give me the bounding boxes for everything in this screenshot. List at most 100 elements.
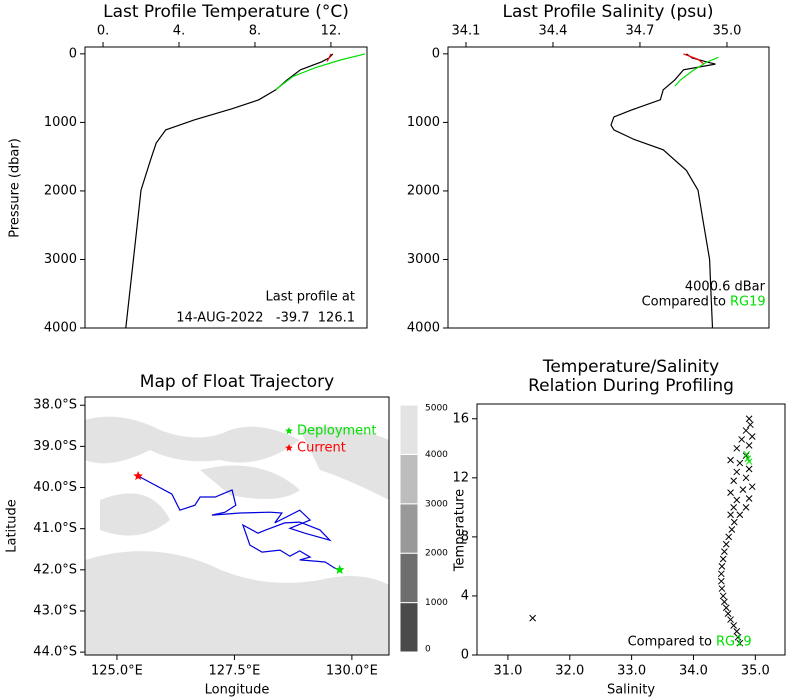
y-tick-label: 4000 — [407, 321, 440, 336]
y-tick-label: 1000 — [407, 115, 440, 130]
x-tick-label: 31.0 — [493, 664, 522, 679]
x-tick-label: 34.0 — [679, 664, 708, 679]
location-marker — [133, 471, 143, 480]
x-tick-label: 34.4 — [538, 24, 567, 39]
annotation: 14-AUG-2022 -39.7 126.1 — [176, 311, 355, 326]
scatter-point — [742, 427, 750, 434]
scatter-point — [745, 458, 753, 465]
legend-marker — [285, 444, 293, 452]
x-tick-label: 0. — [97, 24, 109, 39]
chart-title: Last Profile Temperature (°C) — [103, 2, 349, 22]
chart-title: Relation During Profiling — [528, 376, 734, 396]
scatter-point — [727, 489, 734, 496]
colorbar-segment — [399, 503, 419, 554]
y-tick-label: 0 — [461, 648, 469, 663]
colorbar-segment — [399, 602, 419, 653]
scatter-point — [743, 450, 751, 458]
scatter-point — [736, 459, 744, 467]
scatter-point — [748, 433, 756, 440]
bathymetry-shape — [200, 465, 300, 499]
scatter-point — [719, 592, 727, 600]
x-tick-label: 127.5°E — [208, 664, 260, 679]
bathymetry-shape — [85, 416, 300, 464]
scatter-point — [718, 585, 726, 592]
scatter-point — [736, 511, 744, 519]
chart-title: Temperature/Salinity — [542, 357, 719, 377]
plot-frame — [476, 403, 786, 656]
scatter-point — [734, 633, 742, 641]
legend-label: Deployment — [297, 424, 377, 439]
location-marker — [334, 564, 345, 574]
y-tick-label: 8 — [461, 529, 469, 544]
x-tick-label: 4. — [173, 24, 185, 39]
annotation: Compared to — [628, 635, 712, 650]
scatter-point — [718, 563, 726, 570]
y-tick-label: 4000 — [44, 321, 77, 336]
colorbar-label: 2000 — [425, 549, 448, 559]
y-tick-label: 39.0°S — [33, 439, 77, 454]
y-axis-title: Latitude — [5, 499, 20, 553]
x-axis-title: Salinity — [607, 683, 655, 698]
scatter-point — [733, 628, 741, 635]
data-line — [137, 475, 340, 571]
plot-frame — [447, 46, 770, 329]
scatter-point — [724, 610, 732, 618]
x-tick-label: 8. — [249, 24, 261, 39]
scatter-point — [738, 436, 746, 443]
scatter-point — [529, 614, 537, 622]
scatter-point — [745, 415, 753, 423]
y-tick-label: 3000 — [44, 252, 77, 267]
colorbar-label: 1000 — [425, 598, 448, 608]
y-tick-label: 4 — [461, 588, 469, 603]
data-line — [326, 53, 332, 62]
scatter-point — [722, 604, 730, 612]
chart-title: Last Profile Salinity (psu) — [502, 2, 713, 22]
data-line — [674, 56, 719, 87]
x-axis-title: Longitude — [205, 683, 270, 698]
x-tick-label: 32.0 — [555, 664, 584, 679]
y-tick-label: 0 — [69, 46, 77, 61]
x-tick-label: 130.0°E — [326, 664, 378, 679]
colorbar-segment — [399, 453, 419, 505]
x-tick-label: 35.0 — [741, 664, 770, 679]
scatter-point — [747, 421, 754, 429]
y-axis-title: Temperature — [453, 489, 468, 572]
y-tick-label: 43.0°S — [33, 603, 77, 618]
plot-frame — [84, 396, 390, 656]
scatter-point — [742, 474, 750, 482]
y-tick-label: 44.0°S — [33, 645, 77, 660]
plot-frame — [84, 46, 368, 329]
x-tick-label: 35.0 — [712, 24, 741, 39]
scatter-point — [733, 444, 741, 452]
scatter-point — [736, 639, 744, 647]
annotation: 4000.6 dBar — [685, 280, 766, 295]
colorbar-label: 4000 — [425, 450, 448, 460]
legend-label: Current — [297, 441, 346, 456]
colorbar-label: 3000 — [425, 499, 448, 509]
colorbar-segment — [399, 552, 419, 604]
colorbar-label: 0 — [425, 645, 431, 655]
scatter-point — [721, 548, 728, 556]
y-tick-label: 0 — [432, 46, 440, 61]
data-line — [125, 53, 334, 329]
y-tick-label: 12 — [452, 470, 469, 485]
x-tick-label: 34.1 — [452, 24, 481, 39]
scatter-point — [719, 555, 727, 563]
y-tick-label: 3000 — [407, 252, 440, 267]
scatter-point — [733, 496, 741, 504]
scatter-point — [730, 503, 738, 511]
scatter-point — [745, 441, 753, 449]
y-tick-label: 42.0°S — [33, 562, 77, 577]
y-tick-label: 2000 — [407, 183, 440, 198]
colorbar-label: 5000 — [425, 404, 448, 414]
scatter-point — [727, 456, 734, 464]
scatter-point — [727, 511, 734, 519]
scatter-point — [725, 533, 733, 541]
scatter-point — [748, 483, 756, 491]
y-tick-label: 16 — [452, 411, 469, 426]
scatter-point — [728, 526, 736, 533]
y-tick-label: 38.0°S — [33, 398, 77, 413]
bathymetry-shape — [85, 551, 389, 655]
